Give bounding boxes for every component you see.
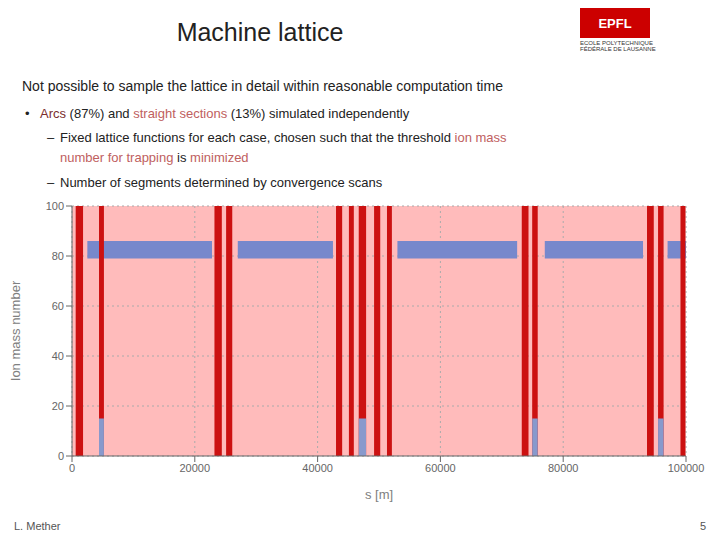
html-text:ECOLE POLYTECHNIQUE: ECOLE POLYTECHNIQUE <box>580 40 653 46</box>
svg-text:Ion mass number: Ion mass number <box>8 280 23 381</box>
svg-text:100000: 100000 <box>668 462 705 474</box>
svg-text:20000: 20000 <box>180 462 211 474</box>
svg-text:60000: 60000 <box>425 462 456 474</box>
html-text:5: 5 <box>699 520 706 532</box>
svg-text:0: 0 <box>58 450 64 462</box>
svg-text:80: 80 <box>52 250 64 262</box>
svg-text:20: 20 <box>52 400 64 412</box>
html-text:– Fixed lattice functions for: – Fixed lattice functions for each case,… <box>47 130 507 145</box>
html-text:Not possible to sample the lat: Not possible to sample the lattice in de… <box>22 78 503 94</box>
html-text:L. Mether: L. Mether <box>14 520 61 532</box>
html-text:FÉDÉRALE DE LAUSANNE: FÉDÉRALE DE LAUSANNE <box>580 46 656 52</box>
html-text:– Number of segments determine: – Number of segments determined by conve… <box>47 175 383 190</box>
svg-text:100: 100 <box>46 200 64 212</box>
svg-text:80000: 80000 <box>548 462 579 474</box>
html-text:Machine lattice: Machine lattice <box>176 18 344 46</box>
svg-text:40: 40 <box>52 350 64 362</box>
html-text:Arcs (87%) and straight sectio: Arcs (87%) and straight sections (13%) s… <box>40 106 410 121</box>
svg-text:0: 0 <box>69 462 75 474</box>
svg-text:40000: 40000 <box>302 462 333 474</box>
html-text:EPFL: EPFL <box>598 15 632 31</box>
svg-text:60: 60 <box>52 300 64 312</box>
html-text:number for trapping is minimiz: number for trapping is minimized <box>60 150 249 165</box>
svg-text:s [m]: s [m] <box>365 487 393 502</box>
